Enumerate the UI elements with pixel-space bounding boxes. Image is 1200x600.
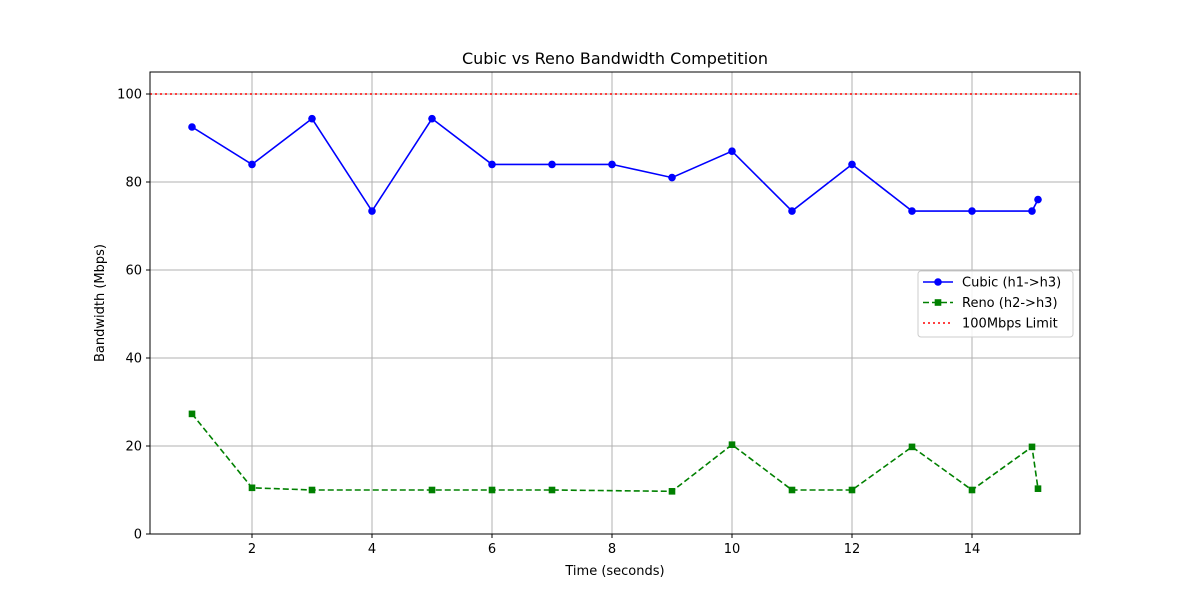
y-tick-label: 20 [125,440,142,455]
data-point [788,207,796,215]
data-point [1028,443,1036,451]
data-point [428,114,436,123]
data-point [248,484,256,492]
y-tick-label: 80 [125,176,142,191]
data-point [188,123,196,131]
data-point [848,160,856,169]
legend-label: Cubic (h1->h3) [962,276,1061,291]
legend-marker [934,278,942,286]
legend-box [917,270,1074,338]
y-tick-label: 60 [125,264,142,279]
series-1 [188,114,1042,215]
data-point [1034,485,1042,492]
x-tick-label: 6 [488,542,496,557]
data-point [608,160,616,169]
plot-frame [149,71,1081,535]
data-point [428,486,436,494]
data-point [188,410,196,418]
data-point [488,160,496,169]
data-point [1034,195,1042,204]
data-point [308,486,316,494]
data-point [368,207,376,215]
data-point [908,207,916,215]
x-tick-label: 2 [248,542,256,557]
legend-label: Reno (h2->h3) [962,296,1058,311]
x-tick-label: 8 [608,542,616,557]
series-2 [188,410,1042,495]
data-point [248,160,256,169]
data-point [668,488,676,495]
data-point [728,441,736,448]
legend-item: Reno (h2->h3) [923,296,1058,311]
x-tick-label: 14 [964,542,981,557]
data-point [728,147,736,155]
data-point [308,114,316,123]
chart-title: Cubic vs Reno Bandwidth Competition [462,49,768,68]
y-tick-label: 40 [125,352,142,367]
y-tick-label: 0 [134,528,142,543]
data-point [848,486,856,494]
legend-item: Cubic (h1->h3) [923,276,1061,291]
data-point [548,486,556,494]
y-tick-label: 100 [117,88,142,103]
data-point [488,486,496,494]
data-point [788,486,796,494]
legend-marker [934,299,942,306]
data-point [548,160,556,169]
x-tick-label: 10 [724,542,741,557]
data-point [968,486,976,494]
y-axis-ticks: 0 20 40 60 80 100 [117,88,150,543]
legend-label: 100Mbps Limit [962,317,1058,332]
data-point [1028,207,1036,215]
legend-item: 100Mbps Limit [923,317,1058,332]
x-tick-label: 12 [844,542,861,557]
x-tick-label: 4 [368,542,376,557]
series-layer [150,93,1080,495]
data-point [908,443,916,451]
legend: Cubic (h1->h3) Reno (h2->h3) 100Mbps Limit [917,270,1074,338]
x-axis-ticks: 2 4 6 8 10 12 14 [248,534,980,557]
data-point [668,173,676,182]
series-line [191,413,1039,493]
data-point [968,207,976,215]
series-line [191,117,1039,213]
x-axis-label: Time (seconds) [564,564,664,579]
y-axis-label: Bandwidth (Mbps) [93,244,108,362]
